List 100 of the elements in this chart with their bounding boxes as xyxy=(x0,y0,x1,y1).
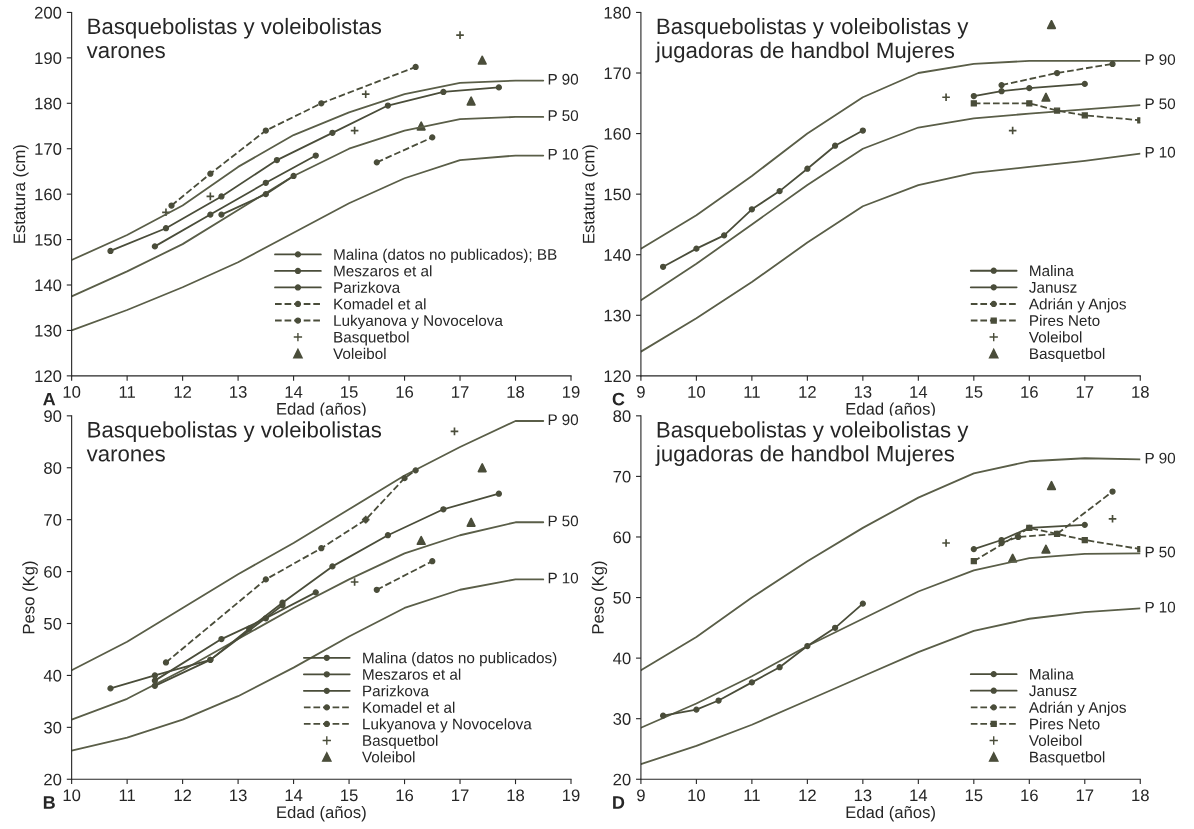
x-tick-label: 15 xyxy=(965,386,983,398)
y-tick-label: 120 xyxy=(604,370,631,383)
x-tick-label: 13 xyxy=(854,386,872,398)
x-tick-label: 15 xyxy=(341,789,358,802)
legend-label: Janusz xyxy=(1029,685,1077,697)
text: Basquebolistas y voleibolistas varones xyxy=(86,17,382,59)
x-tick-label: 10 xyxy=(63,386,81,398)
legend-label: Meszaros et al xyxy=(334,265,432,277)
y-tick-label: 130 xyxy=(35,324,62,337)
x-tick-label: 19 xyxy=(563,789,580,802)
text: A xyxy=(43,392,56,406)
legend-label: Voleibol xyxy=(1028,734,1082,746)
x-tick-label: 16 xyxy=(1021,386,1038,398)
y-tick-label: 140 xyxy=(604,249,631,261)
y-tick-label: 160 xyxy=(604,127,631,140)
x-tick-label: 12 xyxy=(799,789,816,802)
x-tick-label: 12 xyxy=(174,386,192,398)
legend-label: Basquetbol xyxy=(363,734,438,749)
x-tick-label: 14 xyxy=(285,789,303,802)
legend-label: Adrián y Anjos xyxy=(1028,701,1126,716)
legend-label: Lukyanova y Novocelova xyxy=(363,718,532,733)
series-label: P 10 xyxy=(1145,601,1176,613)
legend-label: Basquetbol xyxy=(1030,751,1105,766)
text: D xyxy=(613,796,625,809)
legend-label: Basquetbol xyxy=(1030,347,1105,363)
text: Basquebolistas y voleibolistas varones xyxy=(86,421,382,462)
series-label: P 10 xyxy=(548,148,579,160)
series-label: P 50 xyxy=(548,515,579,527)
x-axis-title: Edad (años) xyxy=(846,805,935,822)
x-axis-title: Edad (años) xyxy=(277,805,366,822)
y-tick-label: 20 xyxy=(44,773,62,786)
x-tick-label: 17 xyxy=(452,386,469,398)
x-tick-label: 15 xyxy=(341,386,358,398)
x-tick-label: 13 xyxy=(230,789,247,802)
x-tick-label: 16 xyxy=(396,386,414,398)
y-tick-label: 40 xyxy=(613,652,631,665)
x-tick-label: 17 xyxy=(1076,386,1094,398)
series-label: P 10 xyxy=(1145,146,1176,158)
x-tick-label: 19 xyxy=(563,386,580,398)
y-tick-label: 60 xyxy=(44,565,62,578)
legend-label: Voleibol xyxy=(333,347,386,360)
text: Basquebolistas y voleibolistas y jugadoras de handbol Mujeres xyxy=(655,421,969,466)
y-tick-label: 120 xyxy=(35,370,62,383)
x-tick-label: 15 xyxy=(965,789,983,802)
y-axis-title: Estatura (cm) xyxy=(13,145,29,243)
y-tick-label: 170 xyxy=(604,67,631,80)
series-label: P 50 xyxy=(548,110,579,122)
x-tick-label: 9 xyxy=(637,789,645,802)
x-tick-label: 18 xyxy=(507,386,525,398)
legend-label: Meszaros et al xyxy=(363,668,461,680)
legend-label: Malina xyxy=(1030,265,1074,277)
x-tick-label: 10 xyxy=(688,789,706,802)
legend-label: Janusz xyxy=(1029,282,1077,293)
y-tick-label: 170 xyxy=(35,143,62,155)
x-axis-title: Edad (años) xyxy=(846,402,935,419)
x-tick-label: 14 xyxy=(910,386,928,398)
y-axis-title: Peso (Kg) xyxy=(591,561,608,634)
legend-label: Lukyanova y Novocelova xyxy=(334,314,503,330)
x-tick-label: 11 xyxy=(119,386,135,398)
x-tick-label: 18 xyxy=(1132,386,1149,398)
x-tick-label: 12 xyxy=(799,386,816,398)
y-tick-label: 80 xyxy=(44,462,62,474)
x-tick-label: 10 xyxy=(63,789,81,802)
x-tick-label: 13 xyxy=(854,789,872,802)
y-tick-label: 40 xyxy=(43,669,62,682)
y-tick-label: 140 xyxy=(35,279,62,292)
x-tick-label: 11 xyxy=(744,386,760,398)
y-tick-label: 90 xyxy=(44,410,62,423)
x-tick-label: 18 xyxy=(507,789,525,802)
y-tick-label: 70 xyxy=(613,470,631,483)
y-tick-label: 20 xyxy=(613,773,631,786)
x-tick-label: 12 xyxy=(174,789,192,802)
x-tick-label: 11 xyxy=(119,789,135,802)
y-tick-label: 30 xyxy=(44,721,62,734)
series-label: P 90 xyxy=(548,73,579,85)
legend-label: Komadel et al xyxy=(334,298,426,310)
x-tick-label: 11 xyxy=(744,789,760,802)
text: B xyxy=(43,796,55,809)
x-tick-label: 10 xyxy=(688,386,706,398)
y-axis-title: Peso (Kg) xyxy=(22,561,38,634)
series-label: P 50 xyxy=(1145,98,1176,110)
legend-label: Pires Neto xyxy=(1030,314,1100,327)
y-tick-label: 70 xyxy=(44,514,62,526)
legend-label: Voleibol xyxy=(362,751,415,763)
series-label: P 90 xyxy=(1145,452,1176,464)
x-tick-label: 16 xyxy=(396,789,414,802)
legend-label: Voleibol xyxy=(1028,331,1082,343)
legend-label: Malina xyxy=(1030,668,1074,680)
y-tick-label: 200 xyxy=(34,6,62,19)
legend-label: Malina (datos no publicados); BB xyxy=(334,248,557,263)
series-label: P 50 xyxy=(1145,546,1176,558)
y-tick-label: 80 xyxy=(613,410,631,423)
x-tick-label: 9 xyxy=(637,386,645,398)
text: C xyxy=(612,392,625,406)
y-tick-label: 50 xyxy=(44,617,62,630)
y-tick-label: 50 xyxy=(613,591,631,604)
series-label: P 90 xyxy=(548,414,579,426)
y-tick-label: 180 xyxy=(604,6,631,19)
x-tick-label: 18 xyxy=(1132,789,1149,802)
legend-label: Parizkova xyxy=(334,281,401,293)
